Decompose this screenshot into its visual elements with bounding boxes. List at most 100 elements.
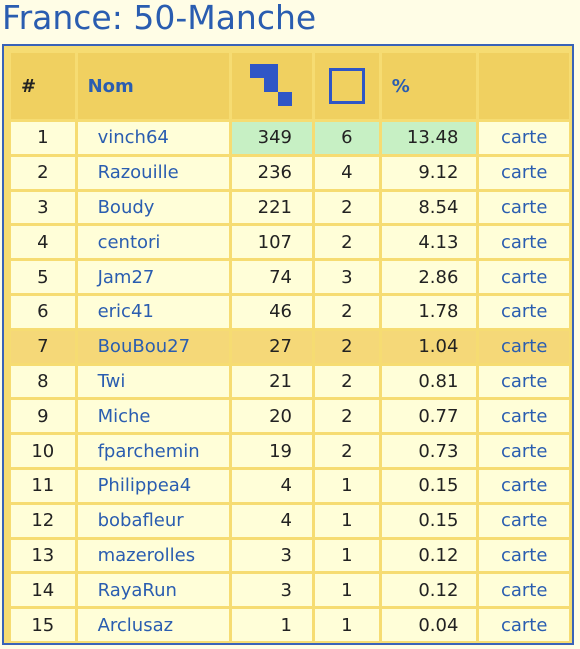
player-name-link[interactable]: BouBou27 [77, 330, 230, 363]
map-link[interactable]: carte [479, 330, 569, 363]
tiles-cell: 4 [232, 504, 312, 537]
tiles-cell: 21 [232, 365, 312, 398]
map-link[interactable]: carte [479, 226, 569, 259]
ranking-panel: # Nom % 1 vinch64 349 6 13.48 carte 2 Razouil [2, 44, 574, 645]
square-cell: 2 [314, 330, 379, 363]
map-link[interactable]: carte [479, 504, 569, 537]
percent-cell: 0.77 [381, 400, 477, 433]
square-cell: 1 [314, 469, 379, 502]
percent-cell: 4.13 [381, 226, 477, 259]
tiles-cell: 107 [232, 226, 312, 259]
tiles-cell: 27 [232, 330, 312, 363]
map-link[interactable]: carte [479, 469, 569, 502]
table-row: 6 eric41 46 2 1.78 carte [11, 295, 569, 328]
percent-cell: 0.15 [381, 469, 477, 502]
player-name-link[interactable]: Arclusaz [77, 609, 230, 641]
percent-cell: 0.04 [381, 609, 477, 641]
tiles-cell: 1 [232, 609, 312, 641]
player-name-link[interactable]: vinch64 [77, 122, 230, 154]
percent-cell: 1.78 [381, 295, 477, 328]
tiles-cell: 3 [232, 539, 312, 572]
percent-cell: 0.12 [381, 539, 477, 572]
map-link[interactable]: carte [479, 435, 569, 467]
map-link[interactable]: carte [479, 365, 569, 398]
tiles-cell: 4 [232, 469, 312, 502]
map-link[interactable]: carte [479, 574, 569, 607]
map-link[interactable]: carte [479, 295, 569, 328]
tiles-cell: 349 [232, 122, 312, 154]
percent-column-header[interactable]: % [381, 53, 477, 119]
map-link[interactable]: carte [479, 539, 569, 572]
square-icon [328, 68, 365, 104]
table-row: 12 bobafleur 4 1 0.15 carte [11, 504, 569, 537]
table-row: 4 centori 107 2 4.13 carte [11, 226, 569, 259]
tiles-cell: 3 [232, 574, 312, 607]
name-column-header[interactable]: Nom [77, 53, 230, 119]
square-cell: 1 [314, 609, 379, 641]
square-cell: 4 [314, 156, 379, 189]
rank-cell: 8 [11, 365, 75, 398]
tiles-icon [250, 64, 294, 108]
rank-cell: 2 [11, 156, 75, 189]
table-header: # Nom % [11, 53, 569, 119]
rank-column-header[interactable]: # [11, 53, 75, 119]
rank-cell: 15 [11, 609, 75, 641]
table-row: 8 Twi 21 2 0.81 carte [11, 365, 569, 398]
rank-cell: 5 [11, 261, 75, 293]
percent-cell: 8.54 [381, 191, 477, 224]
map-link[interactable]: carte [479, 122, 569, 154]
table-row: 2 Razouille 236 4 9.12 carte [11, 156, 569, 189]
percent-cell: 0.15 [381, 504, 477, 537]
player-name-link[interactable]: bobafleur [77, 504, 230, 537]
square-cell: 1 [314, 504, 379, 537]
square-cell: 1 [314, 574, 379, 607]
table-row: 7 BouBou27 27 2 1.04 carte [11, 330, 569, 363]
player-name-link[interactable]: Razouille [77, 156, 230, 189]
rank-cell: 4 [11, 226, 75, 259]
square-cell: 2 [314, 400, 379, 433]
player-name-link[interactable]: Twi [77, 365, 230, 398]
table-row: 11 Philippea4 4 1 0.15 carte [11, 469, 569, 502]
table-row: 14 RayaRun 3 1 0.12 carte [11, 574, 569, 607]
table-row: 15 Arclusaz 1 1 0.04 carte [11, 609, 569, 641]
player-name-link[interactable]: RayaRun [77, 574, 230, 607]
percent-cell: 0.73 [381, 435, 477, 467]
tiles-cell: 20 [232, 400, 312, 433]
player-name-link[interactable]: fparchemin [77, 435, 230, 467]
player-name-link[interactable]: Philippea4 [77, 469, 230, 502]
rank-cell: 10 [11, 435, 75, 467]
rank-cell: 3 [11, 191, 75, 224]
map-link[interactable]: carte [479, 400, 569, 433]
map-link[interactable]: carte [479, 191, 569, 224]
percent-cell: 0.81 [381, 365, 477, 398]
table-row: 10 fparchemin 19 2 0.73 carte [11, 435, 569, 467]
player-name-link[interactable]: eric41 [77, 295, 230, 328]
player-name-link[interactable]: mazerolles [77, 539, 230, 572]
page-title: France: 50-Manche [2, 0, 317, 37]
square-column-header[interactable] [314, 53, 379, 119]
square-cell: 2 [314, 365, 379, 398]
table-row: 3 Boudy 221 2 8.54 carte [11, 191, 569, 224]
table-row: 9 Miche 20 2 0.77 carte [11, 400, 569, 433]
percent-cell: 2.86 [381, 261, 477, 293]
rank-cell: 7 [11, 330, 75, 363]
square-cell: 2 [314, 295, 379, 328]
player-name-link[interactable]: Miche [77, 400, 230, 433]
map-link[interactable]: carte [479, 261, 569, 293]
player-name-link[interactable]: Jam27 [77, 261, 230, 293]
map-link[interactable]: carte [479, 156, 569, 189]
map-link[interactable]: carte [479, 609, 569, 641]
percent-cell: 1.04 [381, 330, 477, 363]
tiles-column-header[interactable] [232, 53, 312, 119]
square-cell: 3 [314, 261, 379, 293]
player-name-link[interactable]: centori [77, 226, 230, 259]
rank-cell: 14 [11, 574, 75, 607]
square-cell: 6 [314, 122, 379, 154]
table-row: 13 mazerolles 3 1 0.12 carte [11, 539, 569, 572]
square-cell: 2 [314, 191, 379, 224]
player-name-link[interactable]: Boudy [77, 191, 230, 224]
rank-cell: 12 [11, 504, 75, 537]
table-row: 5 Jam27 74 3 2.86 carte [11, 261, 569, 293]
rank-cell: 11 [11, 469, 75, 502]
tiles-cell: 46 [232, 295, 312, 328]
